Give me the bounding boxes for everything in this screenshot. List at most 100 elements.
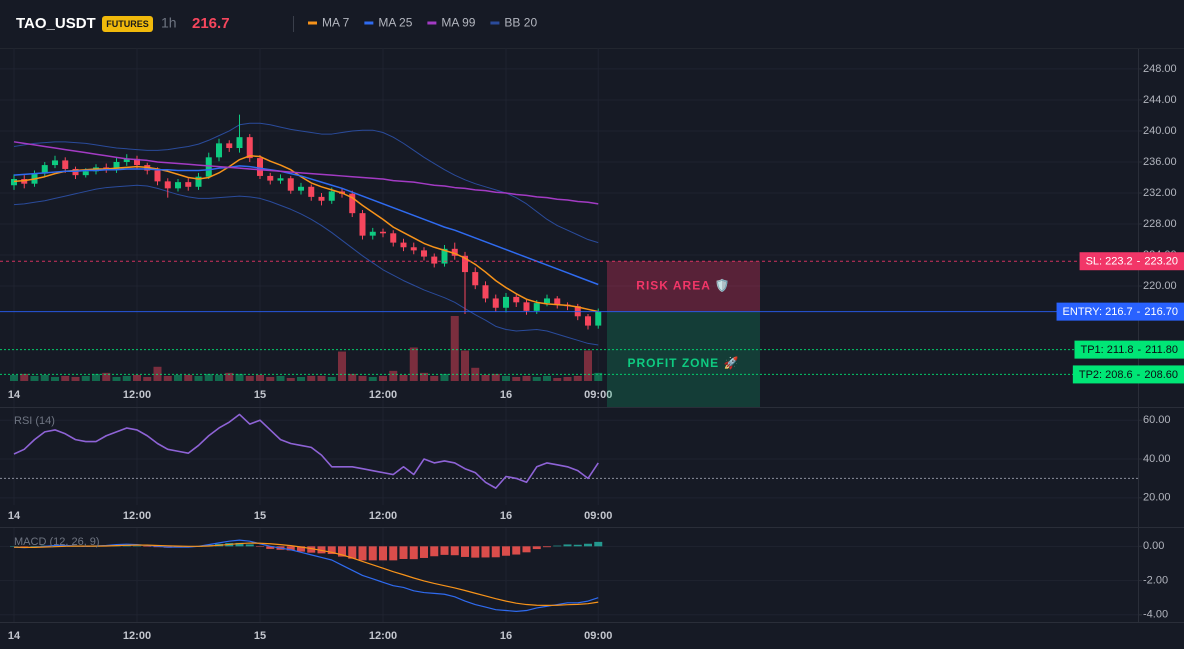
volume-bar [153,366,162,381]
price-tag-part: TP1: 211.8 [1081,344,1134,356]
candle-body [41,165,48,174]
signal-line [13,542,599,606]
price-tag: ENTRY: 216.7-216.70 [1063,306,1178,318]
histogram-bar [399,546,408,559]
y-tick-label: 248.00 [1143,63,1177,75]
histogram-bar [338,546,346,557]
volume-bar [276,375,285,381]
volume-bar [307,375,316,381]
legend-label: MA 7 [322,16,350,30]
volume-bar [30,375,39,381]
histogram-bar [143,546,152,547]
volume-bar [215,374,223,381]
volume-bar [389,370,398,381]
candle-body [267,175,274,181]
bb-upper [13,122,599,244]
candle-body [585,316,591,326]
candle-body [410,247,417,251]
histogram-bar [10,546,18,547]
volume-bar [297,376,305,381]
x-tick-label: 15 [254,630,266,642]
histogram-bar [266,546,275,549]
price-tag: TP2: 208.6-208.60 [1079,369,1178,381]
x-tick-label: 15 [254,510,266,522]
candle-body [154,170,161,182]
volume-bar [71,376,80,381]
candle-body [359,213,366,236]
volume-bar [399,374,408,381]
candle-body [52,160,58,166]
y-tick-label: -4.00 [1143,609,1168,621]
candle-body [216,143,222,158]
histogram-bar [440,546,449,555]
grid-layer [0,48,1184,623]
marks-layer: 220.00224.00228.00232.00236.00240.00244.… [0,63,1184,642]
volume-bar [594,372,603,381]
histogram-bar [512,546,521,555]
candle-body [554,298,561,305]
price-tag-part: TP2: 208.6 [1079,369,1133,381]
volume-bar [461,350,469,381]
price-tag-part: - [1137,306,1141,318]
volume-bar [440,373,449,381]
histogram-bar [20,546,29,547]
y-tick-label: -2.00 [1143,574,1168,586]
x-tick-label: 14 [8,630,21,642]
price-tag-part: SL: 223.2 [1086,256,1133,268]
volume-bar [532,376,541,381]
candle-body [595,311,602,326]
volume-bar [481,374,490,381]
histogram-bar [368,546,377,561]
price-tag-bg [1074,340,1184,359]
y-tick-label: 220.00 [1143,280,1177,292]
candle-body [195,176,202,187]
x-tick-label: 16 [500,510,512,522]
zone-label: PROFIT ZONE 🚀 [628,356,740,370]
x-tick-label: 12:00 [123,630,151,642]
candle-body [441,248,448,264]
x-tick-label: 09:00 [584,389,612,401]
histogram-bar [522,546,531,553]
candle-body [72,168,79,176]
volume-bar [471,367,480,381]
volume-bar [502,375,510,381]
histogram-bar [30,546,39,547]
volume-bar [573,375,582,381]
x-tick-label: 14 [8,389,21,401]
volume-bar [133,374,141,381]
price-tag-part: - [1137,256,1141,268]
y-tick-label: 60.00 [1143,414,1171,426]
candle-body [185,182,192,187]
volume-bar [584,350,592,381]
volume-bar [81,375,90,381]
candle-body [205,157,212,177]
candle-body [482,285,489,299]
histogram-bar [358,546,367,561]
volume-bar [491,373,500,381]
candle-body [462,255,468,273]
price-tag: TP1: 211.8-211.80 [1081,344,1179,356]
candle-body [11,179,17,186]
candle-body [369,231,376,236]
candle-body [21,179,28,184]
volume-bar [563,376,572,381]
histogram-bar [420,546,428,558]
zone-label: RISK AREA 🛡️ [636,279,730,293]
candle-body [226,143,233,149]
y-tick-label: 228.00 [1143,218,1177,230]
volume-bar [379,375,387,381]
candle-body [451,248,458,256]
y-tick-label: 40.00 [1143,453,1171,465]
candle-body [277,178,284,181]
price-tag: SL: 223.2-223.20 [1086,256,1178,268]
profit-zone [607,311,760,407]
histogram-bar [563,544,572,547]
legend-label: MA 99 [441,16,475,30]
histogram-bar [553,545,562,547]
candle-body [492,298,499,308]
candle-body [134,158,140,166]
candle-body [175,182,181,189]
price-tag-part: - [1138,344,1142,356]
